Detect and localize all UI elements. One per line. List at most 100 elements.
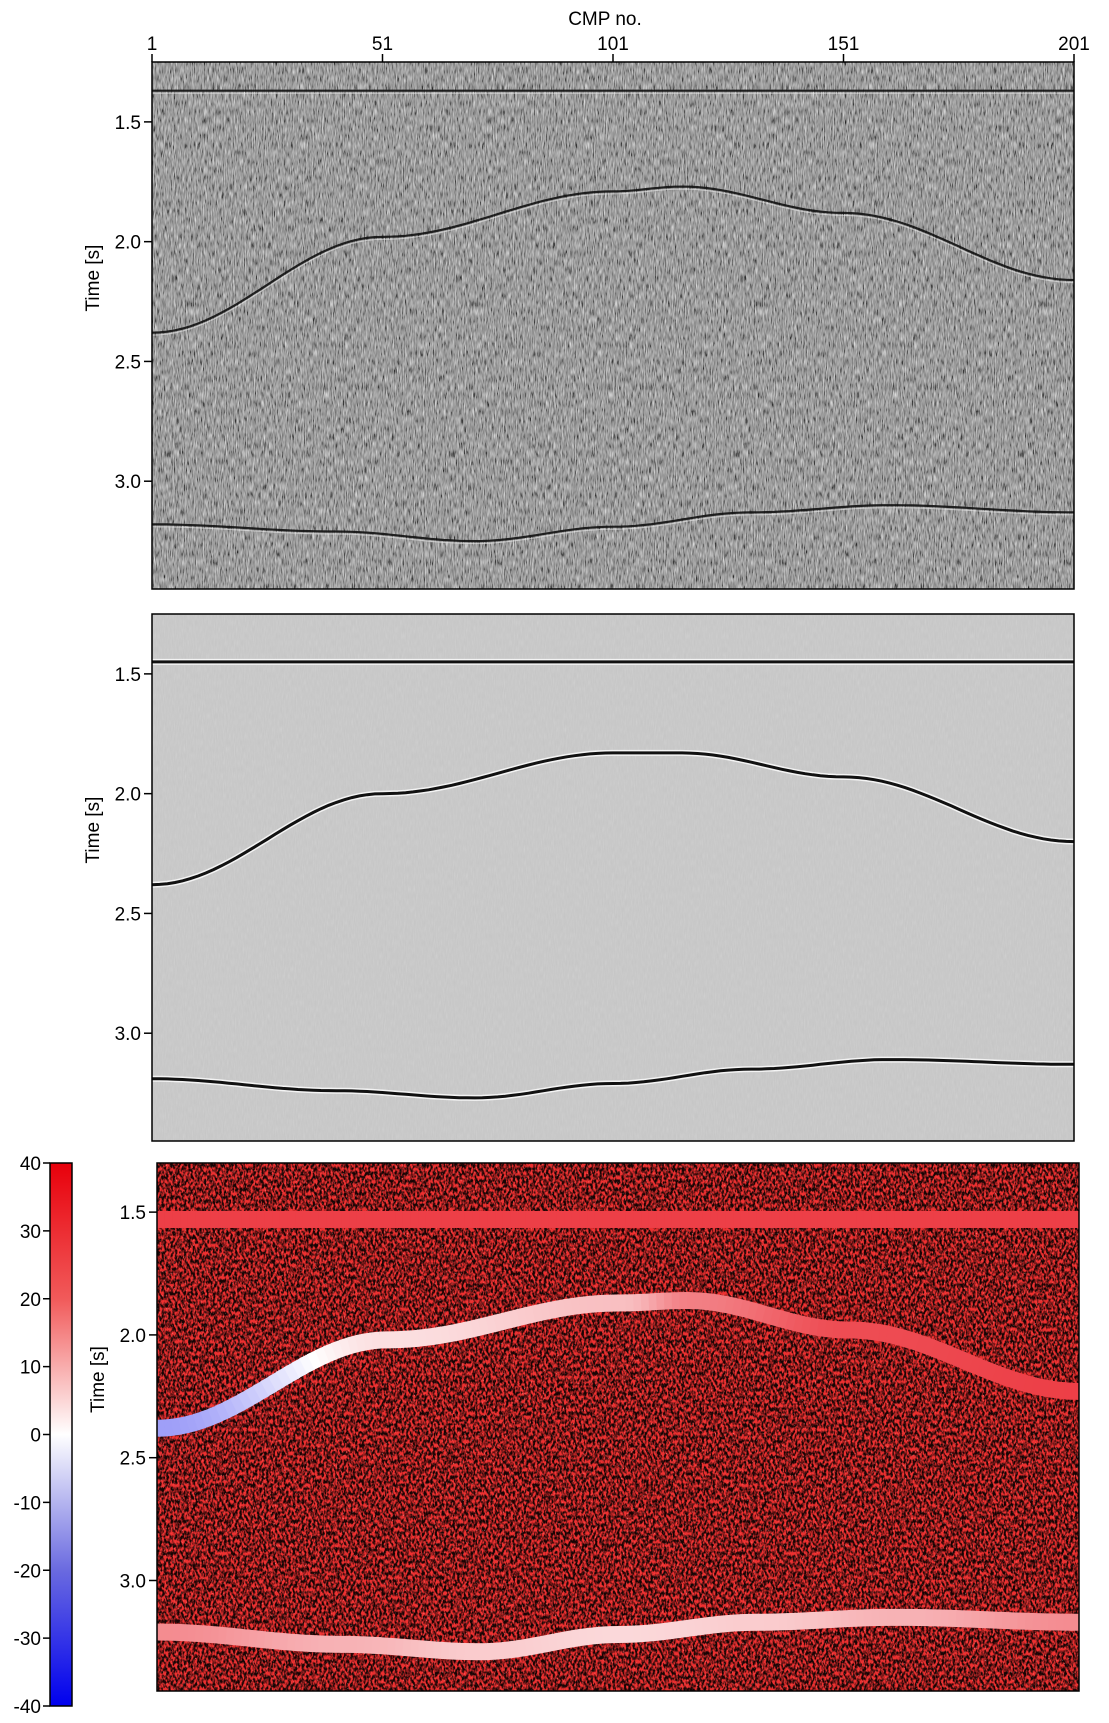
event-deep-segment — [555, 1631, 567, 1650]
event-deep-segment — [693, 1617, 705, 1636]
y-axis-label: Time [s] — [88, 1346, 109, 1413]
colorbar-tick-label: 10 — [20, 1358, 41, 1379]
x-tick-label: 101 — [597, 34, 629, 55]
event-dome-segment — [268, 1371, 285, 1392]
event-deep-segment — [417, 1640, 428, 1658]
event-deep-segment — [248, 1629, 259, 1648]
event-dome-segment — [363, 1332, 374, 1351]
event-dome-segment — [1063, 1382, 1073, 1400]
colorbar-tick-label: -40 — [14, 1697, 41, 1718]
event-deep-segment — [286, 1633, 297, 1652]
event-dome-segment — [855, 1321, 865, 1340]
y-tick-label: 1.5 — [115, 665, 141, 686]
event-deep-segment — [701, 1616, 712, 1635]
event-deep-segment — [578, 1628, 589, 1647]
colorbar-gradient — [49, 1162, 73, 1707]
event-dome-segment — [816, 1319, 828, 1337]
event-dome-segment — [245, 1385, 262, 1406]
y-tick-label: 2.5 — [115, 904, 141, 925]
event-dome-segment — [578, 1296, 589, 1314]
y-tick-label: 2.0 — [115, 785, 141, 806]
event-deep-segment — [194, 1624, 205, 1643]
event-dome-segment — [409, 1329, 420, 1348]
event-dome-segment — [485, 1315, 498, 1334]
event-dome-segment — [1047, 1380, 1058, 1399]
event-deep-segment — [279, 1632, 289, 1651]
x-tick-label: 201 — [1058, 34, 1090, 55]
event-deep-segment — [501, 1641, 512, 1660]
panel-middle: 1.5 2.0 2.5 3.0 Time [s] — [83, 613, 1075, 1142]
event-deep-segment — [225, 1627, 236, 1646]
x-tick-label: 1 — [147, 34, 158, 55]
event-dome-segment — [222, 1398, 239, 1418]
noise-texture — [152, 614, 1074, 1141]
event-deep-segment — [640, 1624, 650, 1643]
colorbar-tick-label: 20 — [20, 1290, 41, 1311]
event-dome-segment — [207, 1405, 223, 1425]
panel-frame — [151, 613, 1075, 1142]
event-dome-segment — [930, 1340, 945, 1360]
event-deep-segment — [562, 1630, 574, 1649]
event-dome-segment — [800, 1316, 813, 1335]
event-dome-segment — [462, 1320, 475, 1339]
x-axis-label: CMP no. — [568, 9, 642, 30]
event-deep-segment — [717, 1615, 727, 1633]
event-dome-segment — [307, 1350, 323, 1370]
event-dome-segment — [523, 1305, 536, 1325]
event-dome-segment — [500, 1311, 513, 1330]
y-tick-label: 1.5 — [120, 1203, 146, 1224]
event-dome-segment — [808, 1317, 820, 1336]
event-dome-segment — [299, 1354, 316, 1374]
event-deep-segment — [647, 1623, 658, 1642]
event-dome-segment — [192, 1411, 207, 1431]
event-deep-segment — [670, 1621, 682, 1639]
event-deep-segment — [394, 1638, 405, 1656]
event-deep-segment — [586, 1627, 597, 1645]
event-dome-segment — [709, 1293, 720, 1312]
event-deep-segment — [678, 1619, 689, 1638]
event-deep-sidelobe — [152, 507, 1074, 545]
event-dome-segment — [738, 1299, 752, 1319]
event-dome-segment — [824, 1320, 835, 1338]
event-dome-segment — [761, 1305, 775, 1325]
event-dome-segment — [754, 1303, 767, 1323]
event-dome-segment — [701, 1292, 712, 1311]
event-dome-segment — [900, 1329, 913, 1349]
panel-frame — [156, 1162, 1080, 1692]
y-tick-label: 3.0 — [115, 472, 141, 493]
event-dome-segment — [1039, 1378, 1051, 1398]
x-tick-label: 151 — [828, 34, 860, 55]
event-dome-segment — [792, 1314, 805, 1333]
event-deep-segment — [210, 1625, 220, 1644]
colorbar-tick-label: 40 — [20, 1154, 41, 1175]
event-dome-segment — [570, 1297, 582, 1315]
event-deep-segment — [233, 1628, 243, 1646]
event-deep-segment — [524, 1637, 536, 1656]
panel-image-top — [152, 62, 1074, 589]
y-tick-label: 3.0 — [120, 1571, 146, 1592]
noise-texture — [152, 62, 1074, 589]
colorbar-tick-label: 30 — [20, 1222, 41, 1243]
event-deep-segment — [386, 1637, 397, 1656]
event-dome-segment — [322, 1343, 338, 1363]
event-deep-segment — [271, 1632, 282, 1650]
event-dome-segment — [531, 1303, 544, 1323]
event-dome-segment — [945, 1346, 960, 1366]
event-dome-segment — [275, 1367, 293, 1387]
y-axis-label: Time [s] — [83, 245, 104, 312]
event-dome-segment — [1015, 1373, 1029, 1392]
event-deep-segment — [217, 1626, 228, 1645]
event-dome-segment — [915, 1334, 929, 1354]
event-dome — [152, 185, 1074, 334]
event-dome-segment — [260, 1376, 277, 1397]
event-dome-segment — [562, 1298, 574, 1317]
event-dome-segment — [185, 1414, 199, 1433]
event-dome-segment — [555, 1299, 567, 1318]
event-dome-segment — [230, 1394, 246, 1414]
event-dome-segment — [215, 1402, 231, 1422]
event-deep-segment — [433, 1641, 443, 1659]
event-dome-segment — [892, 1327, 905, 1347]
event-dome-segment — [746, 1301, 759, 1321]
